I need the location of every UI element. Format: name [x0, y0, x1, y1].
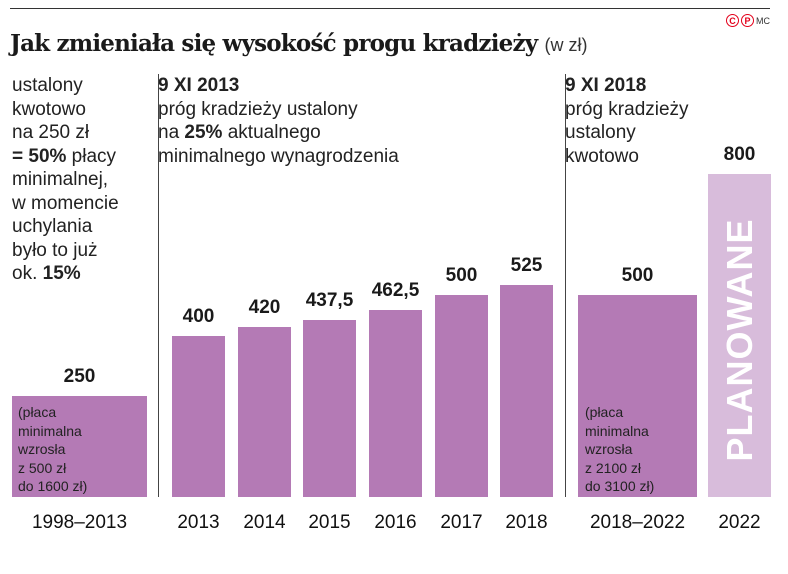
note-right: 9 XI 2018 próg kradzieży ustalony kwotow… [565, 74, 689, 168]
value-label: 525 [510, 255, 543, 277]
note-line: próg kradzieży [565, 98, 689, 120]
title-text: Jak zmieniała się wysokość progu kradzie… [10, 30, 538, 57]
copyright-icon: C [726, 14, 739, 27]
category-label: 2016 [374, 512, 417, 533]
bar-note-line: (płaca [585, 404, 624, 420]
bar-note-line: (płaca [18, 404, 57, 420]
note-bold: 25% [184, 122, 223, 143]
title-unit: (w zł) [544, 35, 588, 55]
note-line: minimalnego wynagrodzenia [158, 145, 399, 167]
credit: C P MC [726, 14, 770, 27]
note-line: było to już [12, 239, 98, 261]
category-label: 2013 [177, 512, 220, 533]
category-label: 1998–2013 [31, 512, 128, 533]
note-text: płacy [66, 145, 117, 167]
bar-note-line: wzrosła [585, 441, 633, 457]
divider-2013 [158, 74, 159, 497]
note-line: ustalony [12, 75, 83, 96]
note-middle: 9 XI 2013 próg kradzieży ustalony na 25%… [158, 74, 399, 168]
value-label: 500 [621, 265, 654, 287]
note-line: kwotowo [565, 145, 639, 167]
value-label: 500 [445, 265, 478, 287]
value-label: 400 [182, 305, 215, 327]
bar-note-line: minimalna [585, 422, 649, 439]
note-heading: 9 XI 2018 [565, 75, 647, 96]
bar-2022 [708, 174, 771, 497]
bar-note-first: (płaca minimalna wzrosła z 500 zł do 160… [18, 403, 87, 496]
category-label: 2014 [243, 512, 286, 533]
bar-2016 [369, 310, 422, 497]
note-line: ustalony [565, 122, 636, 143]
value-label: 462,5 [371, 280, 420, 302]
note-line: = 50% płacy [12, 145, 119, 169]
note-line: w momencie [12, 192, 119, 214]
p-icon: P [741, 14, 754, 27]
category-label: 2018 [505, 512, 548, 533]
value-label: 250 [63, 366, 96, 388]
top-rule [10, 8, 770, 9]
note-left: ustalony kwotowo na 250 zł = 50% płacy m… [12, 74, 119, 286]
note-bold: 15% [42, 263, 81, 284]
note-line: próg kradzieży ustalony [158, 98, 358, 120]
note-line: na 25% aktualnego [158, 121, 399, 145]
bar-2014 [238, 327, 291, 497]
bar-note-second: (płaca minimalna wzrosła z 2100 zł do 31… [585, 403, 654, 496]
bar-2017 [435, 295, 488, 497]
bar-note-line: wzrosła [18, 441, 66, 457]
value-label: 800 [723, 144, 756, 165]
note-line: kwotowo [12, 98, 86, 120]
note-text: na [158, 122, 185, 143]
category-label: 2018–2022 [589, 512, 686, 533]
note-heading: 9 XI 2013 [158, 75, 240, 96]
category-label: 2015 [308, 512, 351, 533]
note-text: aktualnego [222, 122, 321, 143]
note-line: uchylania [12, 216, 93, 237]
bar-note-line: z 2100 zł [585, 459, 642, 476]
planned-label: PLANOWANE [719, 218, 760, 462]
note-line: minimalnej, [12, 169, 109, 190]
bar-1998–2013 [12, 396, 147, 497]
bar-2013 [172, 335, 225, 497]
bar-2018–2022 [578, 295, 697, 497]
value-label: 437,5 [305, 290, 354, 312]
note-bold: = 50% [12, 145, 67, 167]
bar-note-line: do 3100 zł) [585, 478, 655, 494]
note-line: na 250 zł [12, 122, 90, 143]
note-line: ok. 15% [12, 262, 119, 286]
bar-2015 [303, 320, 356, 497]
bar-2018 [500, 285, 553, 497]
bar-note-line: minimalna [18, 422, 82, 439]
category-label: 2022 [718, 512, 761, 533]
value-label: 420 [248, 297, 281, 319]
bar-note-line: do 1600 zł) [18, 478, 88, 494]
chart-title: Jak zmieniała się wysokość progu kradzie… [10, 30, 588, 57]
category-label: 2017 [440, 512, 483, 533]
divider-2018 [565, 74, 566, 497]
author: MC [756, 15, 770, 26]
bar-note-line: z 500 zł [18, 459, 67, 476]
note-text: ok. [12, 263, 43, 284]
